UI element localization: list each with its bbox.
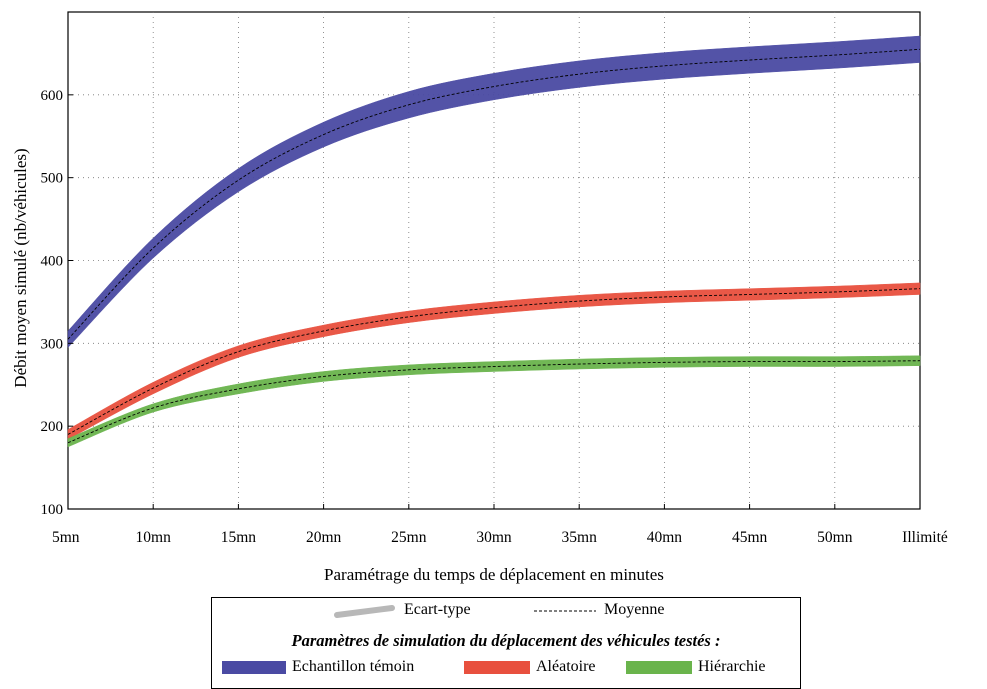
series-swatch-icon [222, 660, 286, 674]
legend: Ecart-type Moyenne Paramètres de simulat… [211, 597, 801, 689]
chart-svg: 100 200 300 400 500 600 5mn 10mn 15mn 20mn 25mn 30… [11, 11, 948, 584]
mean-lines [67, 48, 921, 444]
legend-mean: Moyenne [532, 601, 664, 619]
std-band [67, 282, 921, 440]
mean-line [67, 360, 921, 444]
series-swatch-icon [464, 660, 530, 674]
legend-item-label: Aléatoire [536, 658, 596, 675]
legend-item-label: Hiérarchie [698, 658, 766, 675]
std-bands [67, 35, 921, 448]
y-axis-ticks: 100 200 300 400 500 600 [41, 88, 73, 518]
x-tick-label: 35mn [562, 529, 598, 546]
y-tick-label: 200 [41, 419, 64, 435]
x-tick-label: Illimité [902, 529, 948, 546]
std-band [67, 355, 921, 448]
x-tick-label: 10mn [136, 529, 172, 546]
y-tick-label: 500 [41, 171, 64, 187]
x-tick-label: 50mn [817, 529, 853, 546]
std-band [67, 35, 921, 349]
legend-mean-label: Moyenne [604, 601, 665, 618]
std-swatch-icon [334, 605, 395, 618]
series-swatch-icon [626, 660, 692, 674]
x-axis-ticks: 5mn 10mn 15mn 20mn 25mn 30mn 35mn 40mn 45mn 50mn I… [52, 504, 948, 546]
mean-swatch-icon [534, 610, 596, 612]
mean-line [67, 288, 921, 435]
x-tick-label: 40mn [647, 529, 683, 546]
mean-line [67, 48, 921, 340]
legend-item-echantillon: Echantillon témoin [222, 658, 414, 676]
legend-title: Paramètres de simulation du déplacement … [291, 631, 721, 650]
y-tick-label: 400 [41, 254, 64, 270]
legend-item-hierarchie: Hiérarchie [626, 658, 766, 676]
x-tick-label: 20mn [306, 529, 342, 546]
y-tick-label: 100 [41, 502, 64, 518]
legend-item-aleatoire: Aléatoire [464, 658, 596, 676]
legend-item-label: Echantillon témoin [292, 658, 415, 675]
x-axis-label: Paramétrage du temps de déplacement en m… [324, 565, 664, 584]
legend-std-label: Ecart-type [404, 601, 471, 618]
legend-std: Ecart-type [334, 601, 471, 619]
x-tick-label: 30mn [476, 529, 512, 546]
x-tick-label: 25mn [391, 529, 427, 546]
x-tick-label: 5mn [52, 529, 80, 546]
y-tick-label: 600 [41, 88, 64, 104]
y-axis-label: Débit moyen simulé (nb/véhicules) [11, 148, 30, 387]
x-tick-label: 15mn [221, 529, 257, 546]
y-tick-label: 300 [41, 336, 64, 352]
x-tick-label: 45mn [732, 529, 768, 546]
